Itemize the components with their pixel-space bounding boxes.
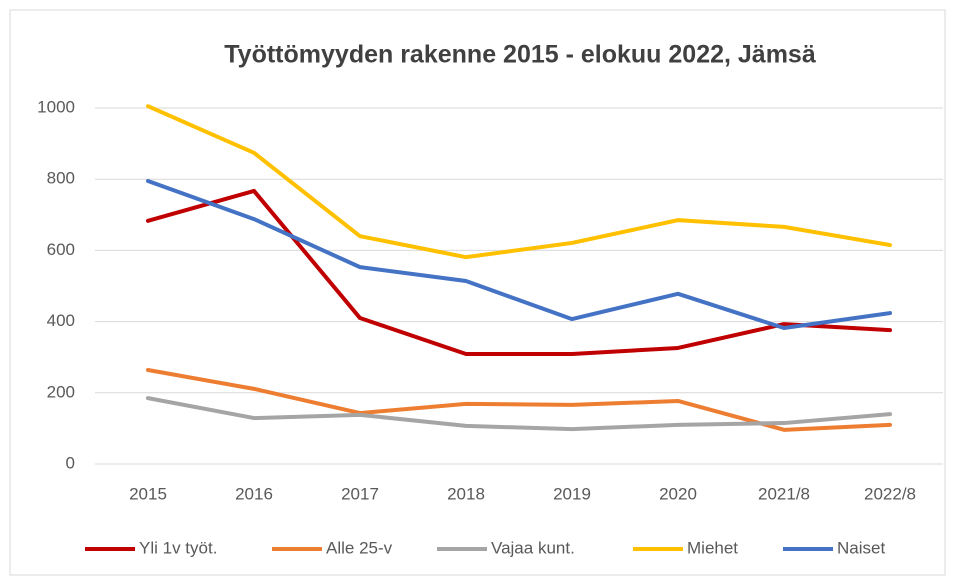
- y-tick-label: 400: [47, 311, 75, 330]
- legend-label: Alle 25-v: [326, 538, 393, 557]
- y-tick-label: 600: [47, 240, 75, 259]
- x-tick-label: 2015: [129, 484, 167, 503]
- chart-border: [9, 9, 946, 576]
- y-tick-label: 0: [66, 453, 75, 472]
- x-tick-label: 2017: [341, 484, 379, 503]
- x-tick-label: 2016: [235, 484, 273, 503]
- chart-title: Työttömyyden rakenne 2015 - elokuu 2022,…: [224, 41, 816, 69]
- x-tick-label: 2018: [447, 484, 485, 503]
- y-tick-label: 800: [47, 169, 75, 188]
- y-tick-label: 200: [47, 382, 75, 401]
- legend-label: Naiset: [837, 538, 885, 557]
- x-tick-label: 2020: [659, 484, 697, 503]
- legend-label: Yli 1v työt.: [139, 538, 217, 557]
- legend-label: Miehet: [687, 538, 738, 557]
- line-series: [146, 188, 892, 356]
- legend-label: Vajaa kunt.: [491, 538, 575, 557]
- x-tick-label: 2019: [553, 484, 591, 503]
- x-tick-label: 2021/8: [758, 484, 810, 503]
- line-series: [146, 178, 892, 331]
- line-series: [146, 396, 892, 432]
- line-series: [146, 104, 892, 260]
- x-tick-label: 2022/8: [864, 484, 916, 503]
- y-tick-label: 1000: [37, 97, 75, 116]
